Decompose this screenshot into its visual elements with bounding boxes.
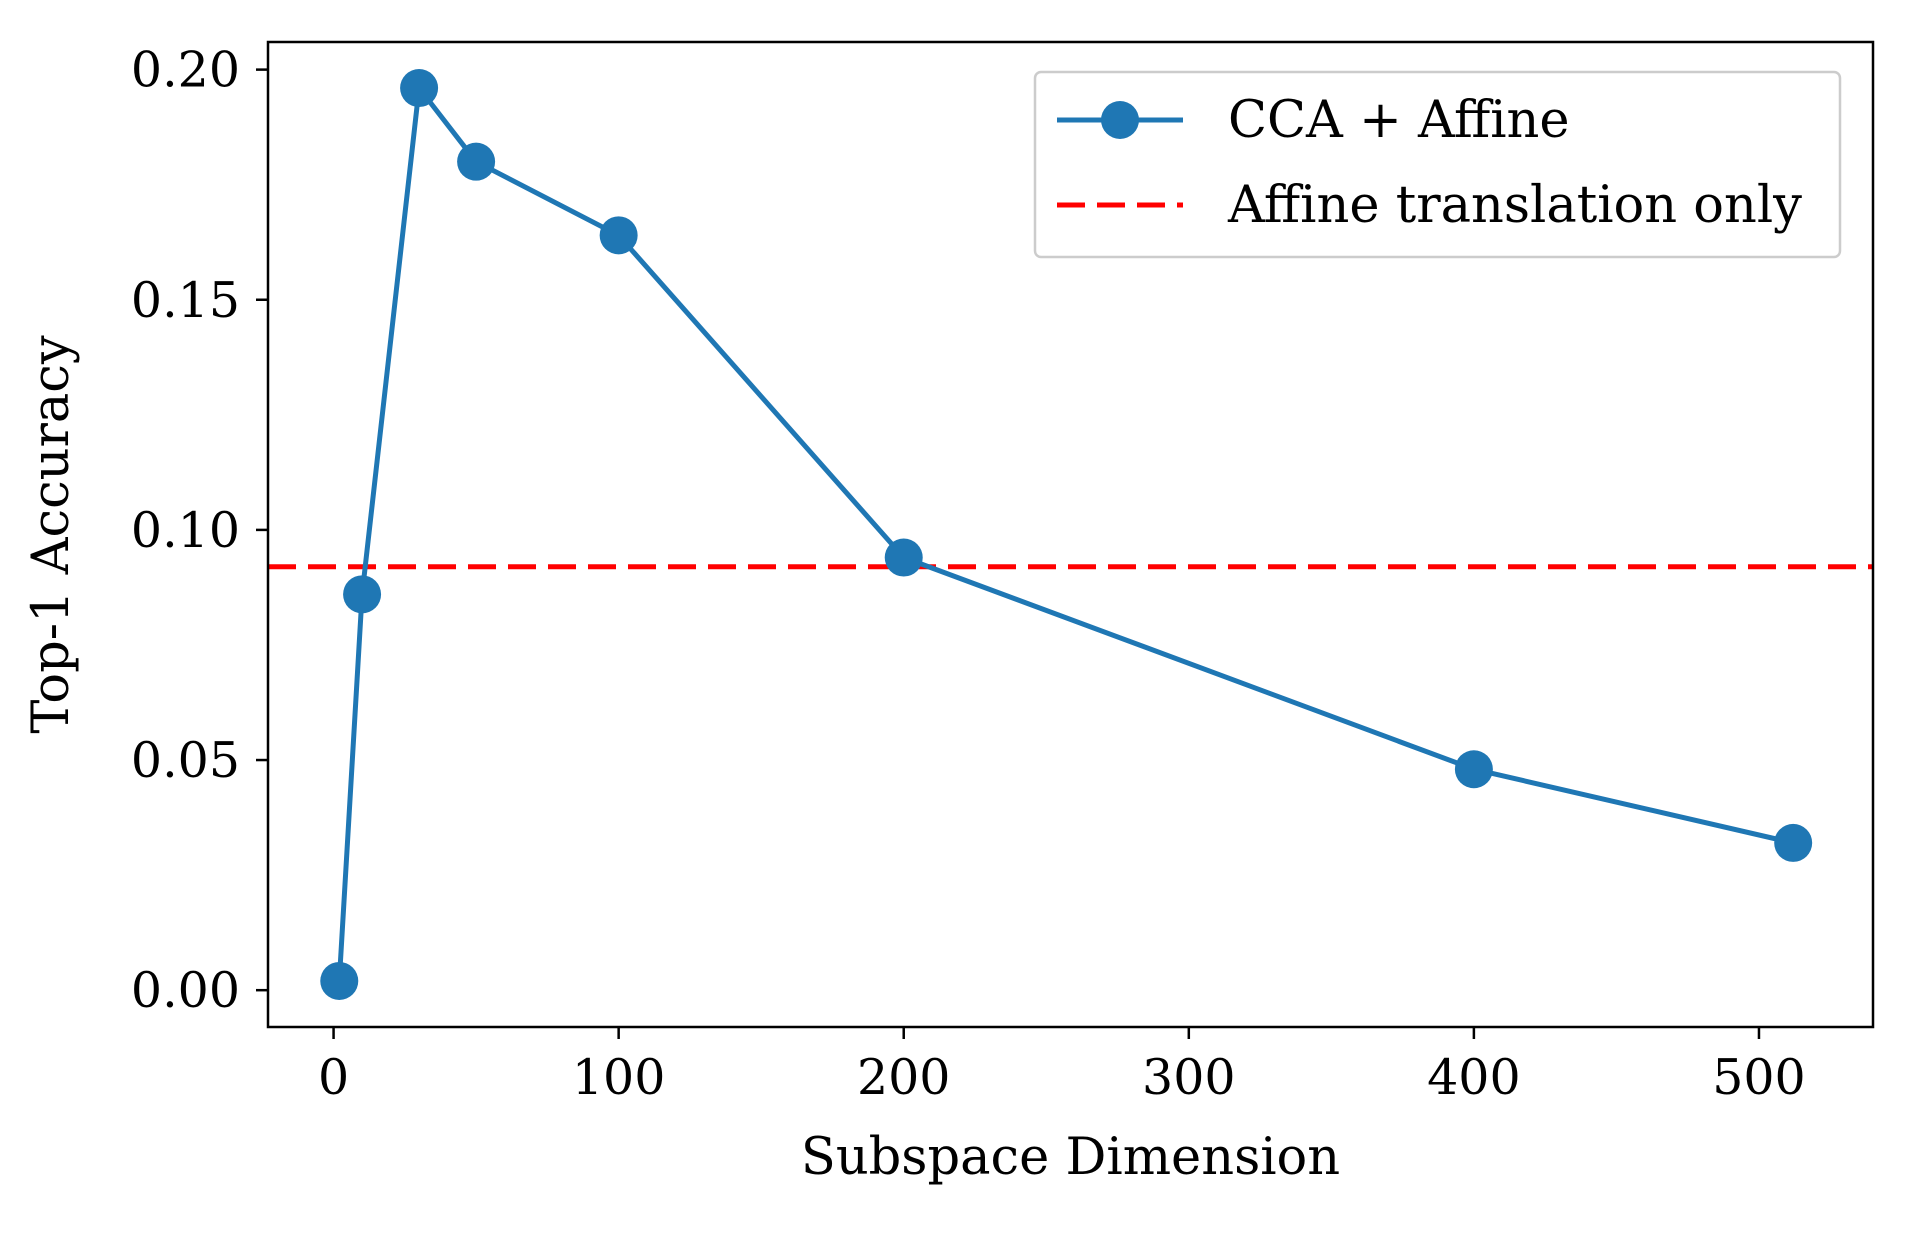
y-tick-label: 0.15 [131,272,240,329]
series-layer [320,69,1813,1000]
y-tick-label: 0.00 [131,962,240,1019]
x-tick-label: 500 [1712,1049,1806,1106]
series-line-cca-affine [336,85,1794,982]
data-point [343,575,382,614]
legend-swatch-cca-affine-marker [1101,101,1139,139]
x-axis-label: Subspace Dimension [801,1128,1340,1187]
data-point [884,538,923,577]
y-axis-label: Top-1 Accuracy [22,335,81,733]
y-tick-label: 0.10 [131,502,240,559]
data-point [320,961,359,1000]
data-point [400,69,439,108]
legend: CCA + Affine Affine translation only [1033,70,1842,259]
y-axis-ticks: 0.00 0.05 0.10 0.15 0.20 [131,42,268,1019]
x-tick-label: 100 [572,1049,666,1106]
x-tick-label: 0 [318,1049,349,1106]
x-axis-ticks: 0 100 200 300 400 500 [318,1027,1806,1106]
x-tick-label: 300 [1142,1049,1236,1106]
data-point [599,216,638,255]
legend-label-cca-affine: CCA + Affine [1228,91,1570,150]
y-tick-label: 0.20 [131,42,240,99]
x-tick-label: 200 [857,1049,951,1106]
data-point [1774,823,1813,862]
x-tick-label: 400 [1427,1049,1521,1106]
legend-box [1033,70,1842,259]
plot-frame [266,40,1875,1029]
data-point [1454,750,1493,789]
data-point [457,142,496,181]
y-tick-label: 0.05 [131,732,240,789]
legend-label-affine-translation-only: Affine translation only [1227,176,1802,235]
